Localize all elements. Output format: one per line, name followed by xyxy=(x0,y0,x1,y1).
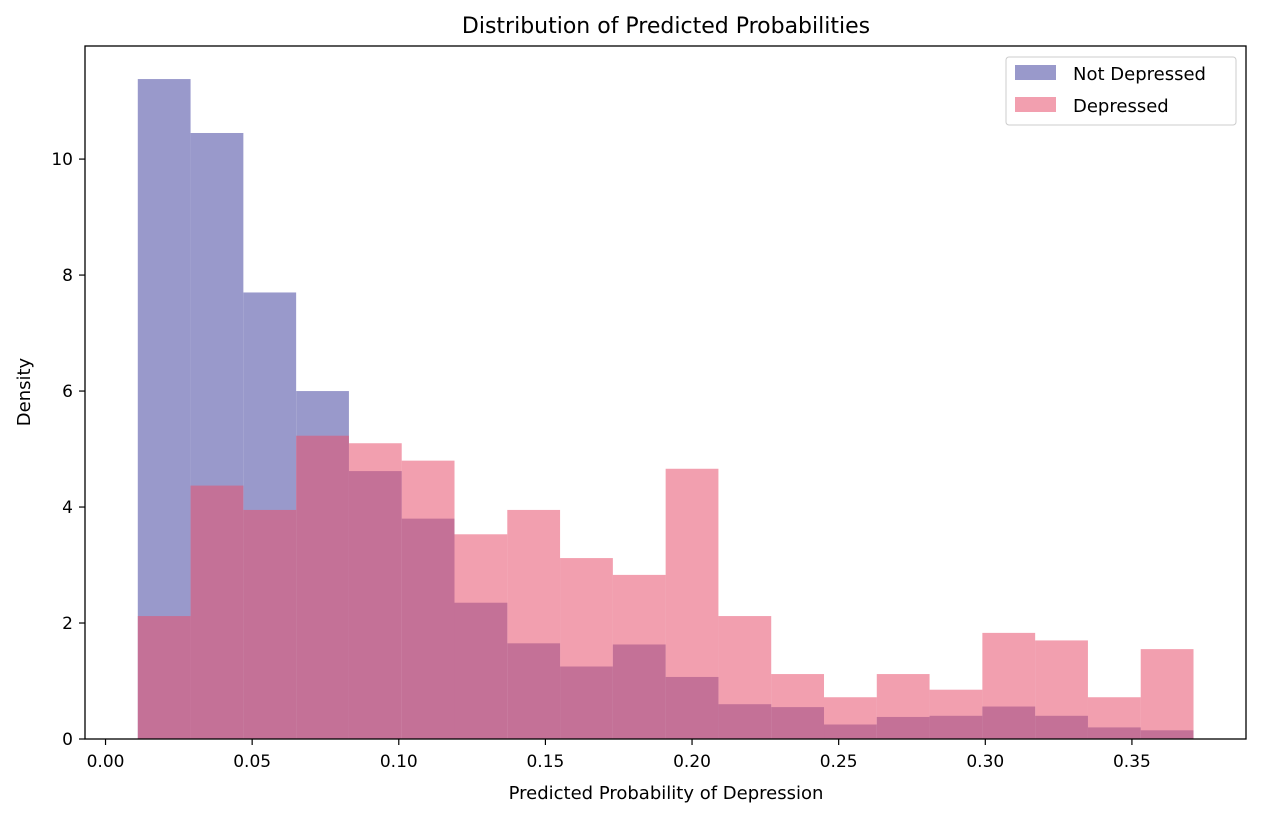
x-tick-label: 0.00 xyxy=(87,752,125,772)
bar-depressed-15 xyxy=(929,689,983,739)
x-tick-label: 0.15 xyxy=(526,752,564,772)
chart-title: Distribution of Predicted Probabilities xyxy=(462,14,870,39)
bar-depressed-17 xyxy=(1035,640,1088,739)
bar-depressed-16 xyxy=(982,632,1036,739)
bar-depressed-19 xyxy=(1140,649,1194,739)
bar-depressed-0 xyxy=(137,616,191,739)
bar-depressed-8 xyxy=(560,558,613,739)
x-tick-label: 0.30 xyxy=(966,752,1004,772)
x-axis: 0.00 0.05 0.10 0.15 0.20 0.25 0.30 0.35 xyxy=(87,739,1151,772)
bar-depressed-6 xyxy=(454,534,508,739)
y-axis: 0 2 4 6 8 10 xyxy=(51,150,85,750)
legend-swatch-not-depressed xyxy=(1015,65,1056,80)
y-tick-label: 4 xyxy=(62,498,73,518)
bar-depressed-9 xyxy=(612,574,666,739)
y-tick-label: 8 xyxy=(62,266,73,286)
bar-depressed-10 xyxy=(665,468,719,739)
bar-depressed-7 xyxy=(507,509,561,739)
legend-frame xyxy=(1005,56,1237,126)
bar-depressed-4 xyxy=(348,443,402,739)
y-tick-label: 2 xyxy=(62,614,73,634)
bar-depressed-2 xyxy=(243,509,297,739)
legend: Not Depressed Depressed xyxy=(1005,56,1237,126)
x-tick-label: 0.05 xyxy=(233,752,271,772)
bar-depressed-13 xyxy=(824,697,877,739)
bars-layer xyxy=(137,79,1194,740)
x-tick-label: 0.10 xyxy=(380,752,418,772)
legend-label-depressed: Depressed xyxy=(1073,96,1169,117)
y-tick-label: 0 xyxy=(62,730,73,750)
y-tick-label: 6 xyxy=(62,382,73,402)
bar-depressed-18 xyxy=(1087,697,1141,739)
plot-frame xyxy=(84,45,1247,740)
legend-swatch-depressed xyxy=(1015,97,1056,112)
y-tick-label: 10 xyxy=(51,150,73,170)
bar-depressed-1 xyxy=(190,485,244,739)
bar-depressed-5 xyxy=(401,460,455,739)
bar-depressed-14 xyxy=(876,674,930,739)
x-tick-label: 0.25 xyxy=(820,752,858,772)
x-axis-label: Predicted Probability of Depression xyxy=(509,783,824,804)
bar-depressed-12 xyxy=(771,674,825,739)
y-axis-label: Density xyxy=(14,357,35,426)
bar-depressed-11 xyxy=(718,616,772,739)
x-tick-label: 0.35 xyxy=(1113,752,1151,772)
legend-label-not-depressed: Not Depressed xyxy=(1073,64,1206,85)
bar-depressed-3 xyxy=(296,435,349,739)
x-tick-label: 0.20 xyxy=(673,752,711,772)
